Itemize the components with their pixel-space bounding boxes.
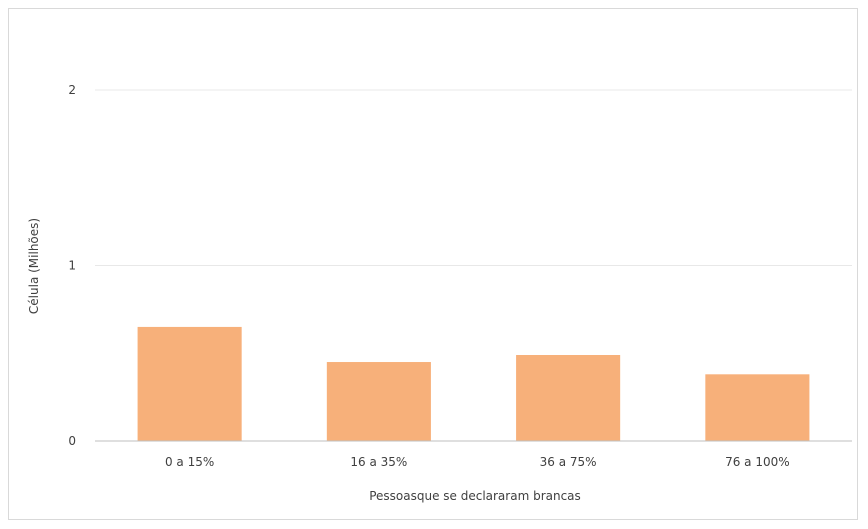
- bar: [137, 326, 242, 441]
- bar: [516, 355, 621, 441]
- bar: [705, 374, 810, 441]
- x-tick-label: 76 a 100%: [725, 455, 790, 469]
- y-tick-label: 1: [68, 259, 76, 273]
- bar: [326, 362, 431, 441]
- x-tick-label: 0 a 15%: [165, 455, 214, 469]
- bars: [137, 326, 810, 441]
- y-tick-label: 2: [68, 83, 76, 97]
- x-tick-labels: 0 a 15% 16 a 35% 36 a 75% 76 a 100%: [165, 455, 790, 469]
- y-tick-labels: 0 1 2: [68, 83, 76, 448]
- y-axis-title: Célula (Milhões): [27, 218, 41, 314]
- gridlines: [95, 89, 852, 266]
- x-tick-label: 36 a 75%: [540, 455, 597, 469]
- x-axis-title: Pessoasque se declararam brancas: [369, 489, 581, 503]
- y-tick-label: 0: [68, 434, 76, 448]
- x-tick-label: 16 a 35%: [350, 455, 407, 469]
